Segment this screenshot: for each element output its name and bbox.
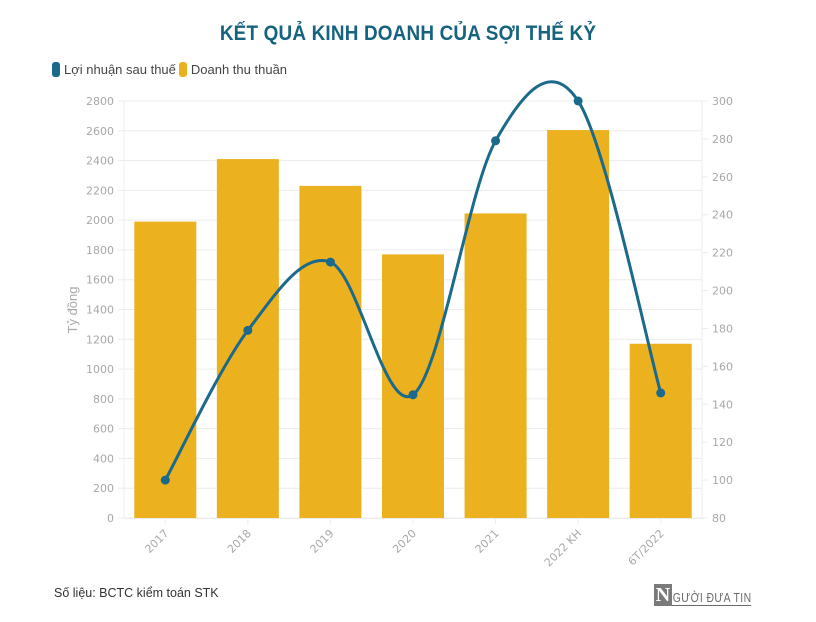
logo-text: GƯỜI ĐƯA TIN <box>672 590 752 606</box>
profit-data-point[interactable] <box>408 390 418 400</box>
left-tick-label: 1800 <box>86 244 114 257</box>
right-y-axis: 80 100 120 140 160 180 200 220 240 260 280 300 <box>701 95 733 525</box>
x-tick-label: 2022 KH <box>542 527 584 569</box>
right-tick-label: 160 <box>712 360 733 373</box>
legend-item-profit[interactable]: Lợi nhuận sau thuế <box>52 62 176 77</box>
right-tick-label: 260 <box>712 171 733 184</box>
x-tick-label: 2019 <box>308 527 337 556</box>
right-tick-label: 300 <box>712 95 733 108</box>
legend-swatch-profit <box>52 62 60 77</box>
legend-item-revenue[interactable]: Doanh thu thuần <box>178 62 288 77</box>
right-tick-label: 140 <box>712 398 733 411</box>
left-tick-label: 400 <box>93 452 114 465</box>
x-tick-label: 6T/2022 <box>626 527 667 568</box>
x-tick-label: 2018 <box>225 527 254 556</box>
legend-label-revenue: Doanh thu thuần <box>190 62 288 77</box>
left-tick-label: 1000 <box>86 363 114 376</box>
profit-data-point[interactable] <box>325 257 335 267</box>
x-tick-label: 2021 <box>473 527 502 556</box>
chart-legend: Lợi nhuận sau thuế Doanh thu thuần <box>52 62 290 77</box>
left-tick-label: 0 <box>107 512 114 525</box>
revenue-bars <box>134 130 692 518</box>
x-tick-label: 2017 <box>142 527 171 556</box>
profit-line <box>160 80 666 485</box>
source-note: Số liệu: BCTC kiểm toán STK <box>54 586 219 600</box>
left-tick-label: 800 <box>93 393 114 406</box>
profit-data-point[interactable] <box>243 325 253 335</box>
revenue-bar[interactable] <box>134 221 197 518</box>
profit-data-point[interactable] <box>573 96 583 106</box>
revenue-bar[interactable] <box>216 159 279 518</box>
revenue-bar[interactable] <box>382 254 444 518</box>
revenue-bar[interactable] <box>299 185 362 518</box>
left-tick-label: 2400 <box>86 155 114 168</box>
left-tick-label: 600 <box>93 423 114 436</box>
left-tick-label: 2800 <box>86 95 114 108</box>
left-tick-label: 2600 <box>86 125 114 138</box>
profit-data-point[interactable] <box>160 475 170 485</box>
left-tick-label: 1600 <box>86 274 114 287</box>
right-tick-label: 80 <box>712 512 726 525</box>
profit-data-point[interactable] <box>491 136 501 146</box>
publisher-logo: N GƯỜI ĐƯA TIN <box>654 584 771 606</box>
right-tick-label: 240 <box>712 209 733 222</box>
legend-label-profit: Lợi nhuận sau thuế <box>64 62 176 77</box>
revenue-bar[interactable] <box>464 213 527 518</box>
chart-title: KẾT QUẢ KINH DOANH CỦA SỢI THẾ KỶ <box>219 22 597 45</box>
left-tick-label: 1200 <box>86 333 114 346</box>
logo-initial: N <box>654 584 672 606</box>
right-tick-label: 280 <box>712 133 733 146</box>
legend-swatch-revenue <box>178 62 187 77</box>
profit-data-point[interactable] <box>656 388 666 398</box>
right-tick-label: 180 <box>712 322 733 335</box>
right-tick-label: 200 <box>712 285 733 298</box>
right-tick-label: 220 <box>712 247 733 260</box>
left-y-axis: 0 200 400 600 800 1000 1200 1400 1600 1800 2000 220… <box>86 95 125 525</box>
x-tick-label: 2020 <box>390 527 419 556</box>
revenue-bar[interactable] <box>547 130 610 518</box>
y-axis-title: Tỷ đồng <box>65 287 80 334</box>
x-axis: 2017 2018 2019 2020 2021 2022 KH 6T/2022 <box>124 518 702 569</box>
left-tick-label: 1400 <box>86 304 114 317</box>
left-tick-label: 200 <box>93 482 114 495</box>
right-tick-label: 120 <box>712 436 733 449</box>
right-tick-label: 100 <box>712 474 733 487</box>
left-tick-label: 2200 <box>86 184 114 197</box>
revenue-bar[interactable] <box>629 343 692 518</box>
left-tick-label: 2000 <box>86 214 114 227</box>
